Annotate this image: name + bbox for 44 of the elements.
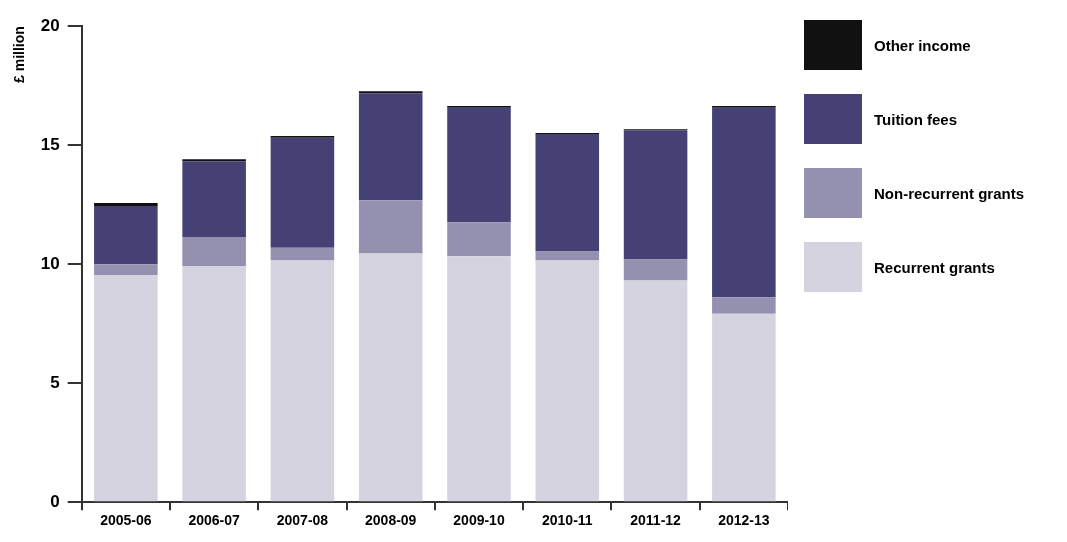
bar	[94, 203, 158, 206]
bar	[94, 205, 158, 265]
x-tick-label: 2008-09	[365, 512, 417, 529]
bar	[447, 256, 511, 502]
text: Other income	[874, 36, 971, 54]
y-tick-label: 20	[40, 15, 60, 35]
bar	[358, 91, 423, 94]
bar	[623, 280, 688, 502]
bar	[358, 253, 423, 502]
bar	[182, 266, 246, 502]
text: Recurrent grants	[874, 258, 995, 276]
x-tick-label: 2012-13	[718, 512, 770, 529]
x-tick-label: 2009-10	[453, 512, 505, 529]
x-tick-label: 2011-12	[630, 512, 682, 529]
bar	[447, 222, 511, 257]
x-tick-label: 2006-07	[188, 512, 241, 529]
y-tick-label: 5	[50, 372, 60, 392]
bar	[358, 200, 423, 254]
bar	[712, 313, 776, 502]
x-tick-label: 2007-08	[276, 512, 329, 529]
bar	[447, 106, 511, 223]
x-tick-label: 2010-11	[541, 512, 593, 529]
bar	[535, 251, 600, 261]
bar	[535, 260, 600, 502]
bar	[94, 264, 158, 275]
bar	[270, 260, 335, 502]
bar	[535, 134, 600, 252]
bar	[623, 130, 688, 260]
bar	[623, 259, 688, 281]
bar	[182, 161, 246, 238]
y-tick-label: 10	[40, 253, 60, 273]
y-axis-title: £ million	[11, 26, 28, 83]
text: Non-recurrent grants	[874, 184, 1025, 202]
bar	[712, 297, 776, 314]
x-tick-label: 2005-06	[100, 512, 152, 529]
text: Tuition fees	[874, 110, 958, 128]
bar	[712, 107, 776, 298]
bar	[94, 274, 158, 502]
bar	[358, 93, 423, 201]
y-tick-label: 15	[40, 134, 60, 154]
bar	[182, 237, 246, 267]
bar	[270, 247, 335, 261]
y-tick-label: 0	[50, 491, 60, 511]
bar	[270, 137, 335, 248]
